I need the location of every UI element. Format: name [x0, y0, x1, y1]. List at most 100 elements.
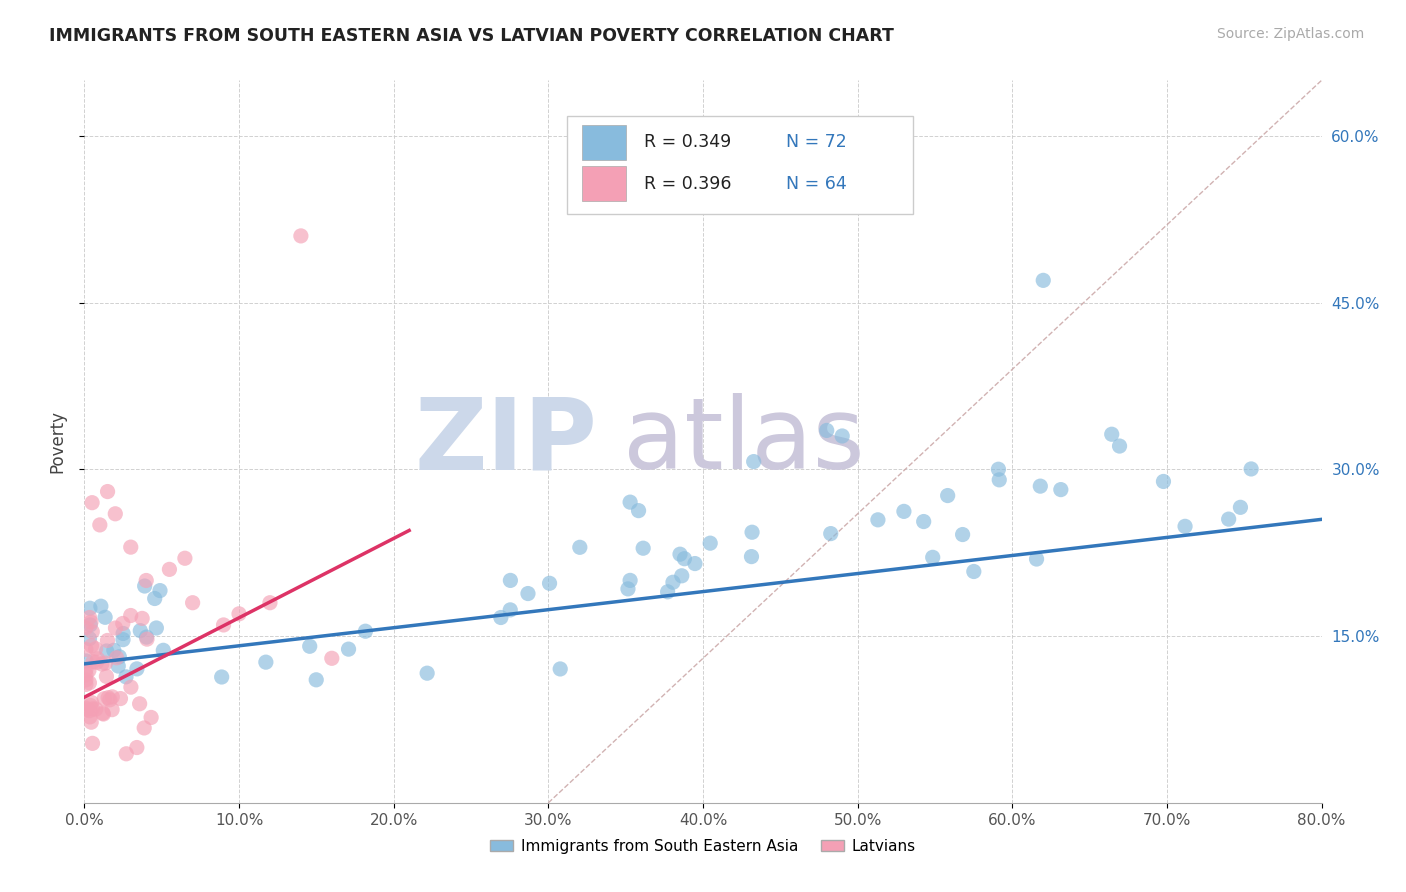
Point — [79, 632, 101, 646]
Point — [337, 642, 360, 657]
Point — [93, 691, 115, 706]
Text: N = 72: N = 72 — [786, 134, 846, 152]
Point — [1229, 500, 1251, 515]
Point — [110, 691, 132, 706]
Point — [129, 624, 152, 638]
Point — [111, 616, 134, 631]
Point — [866, 513, 889, 527]
Point — [84, 641, 107, 656]
Point — [115, 670, 138, 684]
Text: Source: ZipAtlas.com: Source: ZipAtlas.com — [1216, 27, 1364, 41]
Point — [104, 621, 127, 635]
Point — [134, 721, 156, 735]
Point — [159, 562, 180, 576]
Point — [671, 569, 693, 583]
FancyBboxPatch shape — [567, 117, 914, 214]
Point — [125, 740, 148, 755]
Point — [101, 690, 124, 704]
Point — [84, 702, 107, 716]
Point — [98, 693, 121, 707]
Point — [89, 517, 111, 532]
Text: ZIP: ZIP — [415, 393, 598, 490]
Point — [683, 557, 706, 571]
Point — [619, 574, 641, 588]
Point — [741, 525, 763, 540]
Text: N = 64: N = 64 — [786, 175, 846, 193]
Bar — [582, 166, 626, 201]
Point — [108, 649, 131, 664]
Point — [79, 704, 101, 718]
Point — [105, 650, 128, 665]
Point — [517, 586, 540, 600]
Point — [1101, 427, 1123, 442]
Point — [321, 651, 343, 665]
Point — [75, 677, 97, 691]
Point — [91, 706, 114, 720]
Text: R = 0.349: R = 0.349 — [644, 134, 731, 152]
Point — [1218, 512, 1240, 526]
Point — [86, 652, 108, 666]
Point — [952, 527, 974, 541]
Point — [912, 515, 935, 529]
Y-axis label: Poverty: Poverty — [48, 410, 66, 473]
Point — [103, 643, 125, 657]
Point — [416, 666, 439, 681]
Point — [617, 582, 640, 596]
Point — [120, 540, 142, 554]
Point — [120, 608, 142, 623]
Point — [305, 673, 328, 687]
Point — [75, 654, 97, 668]
Point — [75, 663, 97, 677]
Point — [1240, 462, 1263, 476]
Point — [963, 565, 986, 579]
Point — [1050, 483, 1073, 497]
Point — [94, 610, 117, 624]
Point — [75, 621, 97, 635]
Point — [921, 550, 943, 565]
Point — [80, 615, 103, 629]
Point — [259, 596, 281, 610]
Point — [181, 596, 204, 610]
Point — [97, 690, 120, 705]
Point — [1025, 552, 1047, 566]
Point — [1174, 519, 1197, 533]
Point — [988, 473, 1011, 487]
Point — [79, 610, 101, 624]
Point — [131, 611, 153, 625]
Legend: Immigrants from South Eastern Asia, Latvians: Immigrants from South Eastern Asia, Latv… — [484, 833, 922, 860]
Point — [107, 659, 129, 673]
Point — [75, 703, 97, 717]
Point — [212, 618, 235, 632]
Point — [1032, 273, 1054, 287]
Point — [96, 633, 118, 648]
Point — [568, 541, 591, 555]
Point — [139, 710, 162, 724]
Point — [657, 584, 679, 599]
Point — [96, 644, 118, 658]
Point — [143, 591, 166, 606]
Point — [499, 603, 522, 617]
Point — [75, 667, 97, 681]
Point — [96, 669, 118, 683]
Point — [79, 710, 101, 724]
Point — [740, 549, 762, 564]
Text: IMMIGRANTS FROM SOUTH EASTERN ASIA VS LATVIAN POVERTY CORRELATION CHART: IMMIGRANTS FROM SOUTH EASTERN ASIA VS LA… — [49, 27, 894, 45]
Point — [538, 576, 561, 591]
Point — [93, 706, 115, 721]
Point — [228, 607, 250, 621]
Point — [145, 621, 167, 635]
Point — [90, 657, 112, 671]
Point — [79, 675, 101, 690]
Point — [82, 624, 104, 639]
Point — [499, 574, 522, 588]
Text: atlas: atlas — [623, 393, 865, 490]
Bar — [582, 125, 626, 160]
Point — [135, 574, 157, 588]
Point — [94, 656, 117, 670]
Point — [354, 624, 377, 639]
Point — [815, 424, 838, 438]
Point — [1029, 479, 1052, 493]
Point — [104, 507, 127, 521]
Point — [82, 496, 104, 510]
Point — [82, 736, 104, 750]
